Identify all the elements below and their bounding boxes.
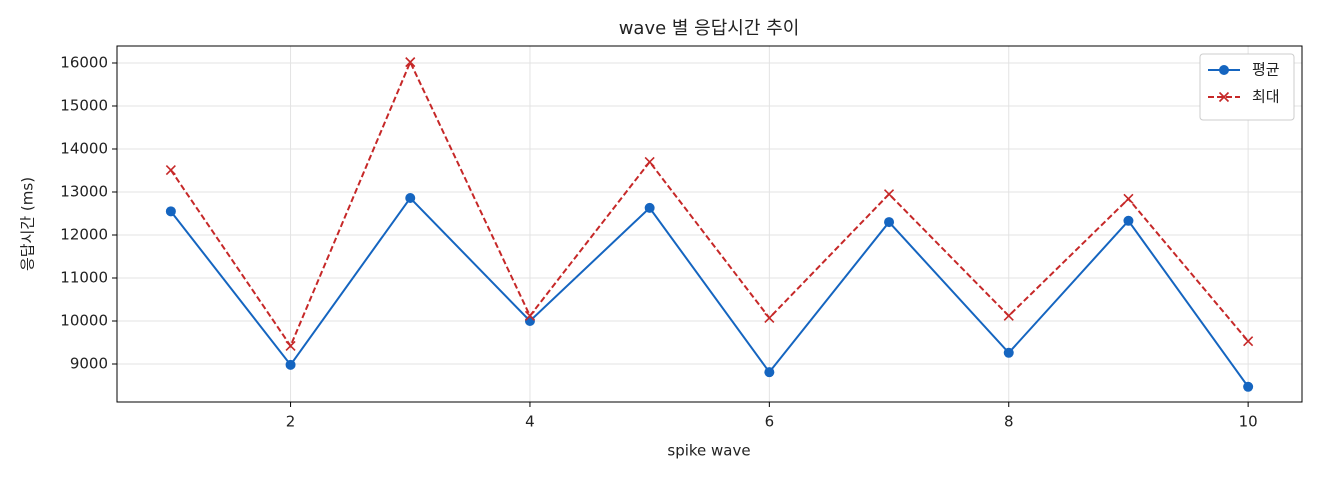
series-line xyxy=(170,196,1249,388)
series-line xyxy=(170,59,1249,349)
legend-box xyxy=(1199,53,1295,121)
y-axis-label: 응답시간 (ms) xyxy=(19,177,37,271)
marker xyxy=(1123,193,1134,204)
y-tick-label: 13000 xyxy=(60,182,108,200)
marker xyxy=(884,217,895,228)
plot-frame xyxy=(116,45,1303,403)
marker xyxy=(764,367,775,378)
y-tick-label: 15000 xyxy=(60,96,108,114)
marker xyxy=(764,312,775,324)
y-tick-label: 10000 xyxy=(60,311,108,329)
marker xyxy=(644,202,655,213)
legend-marker xyxy=(1219,65,1229,75)
marker xyxy=(883,189,895,200)
legend-marker xyxy=(1218,91,1230,103)
x-tick-label: 4 xyxy=(525,413,535,431)
x-tick-label: 10 xyxy=(1239,413,1258,431)
y-tick-label: 9000 xyxy=(70,354,108,372)
y-tick-label: 11000 xyxy=(60,268,108,286)
marker xyxy=(405,193,416,204)
legend-label: 최대 xyxy=(1252,88,1280,106)
y-tick-label: 12000 xyxy=(60,225,108,243)
marker xyxy=(405,57,416,68)
marker xyxy=(285,340,296,351)
marker xyxy=(1243,381,1254,392)
x-tick-label: 2 xyxy=(286,413,296,431)
y-tick-label: 16000 xyxy=(60,53,108,71)
x-axis-label: spike wave xyxy=(667,442,750,460)
marker xyxy=(524,310,536,321)
marker xyxy=(1243,336,1254,347)
marker xyxy=(1003,310,1014,321)
x-tick-label: 6 xyxy=(765,413,775,431)
marker xyxy=(165,206,176,217)
marker xyxy=(285,359,296,370)
legend-label: 평균 xyxy=(1252,61,1280,79)
marker xyxy=(165,164,176,176)
chart-title: wave 별 응답시간 추이 xyxy=(619,18,800,39)
marker xyxy=(1003,347,1014,358)
y-tick-label: 14000 xyxy=(60,139,108,157)
marker xyxy=(644,156,655,167)
marker xyxy=(524,315,535,326)
x-tick-label: 8 xyxy=(1004,413,1014,431)
marker xyxy=(1123,215,1134,226)
